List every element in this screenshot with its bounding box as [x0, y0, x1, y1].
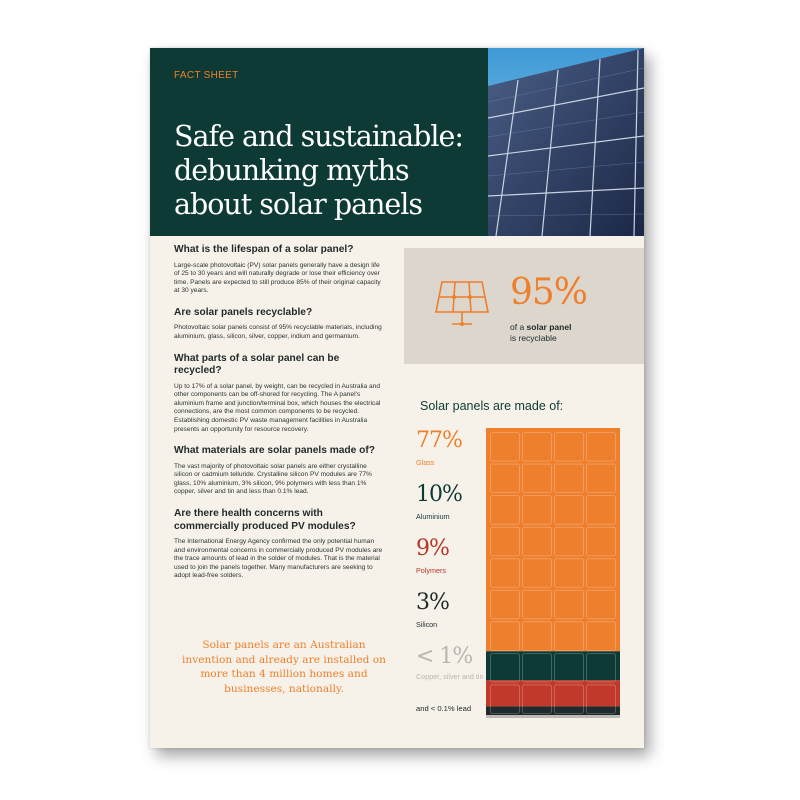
faq-question: Are solar panels recyclable?: [174, 306, 313, 318]
faq-section: What parts of a solar panel can be recyc…: [174, 353, 384, 435]
polymers-label: Polymers: [416, 566, 446, 575]
panel-segment-copper: [486, 715, 620, 718]
faq-question: What is the lifespan of a solar panel?: [174, 244, 354, 255]
panel-cell-grid: [490, 432, 616, 714]
copper-percent: < 1%: [416, 644, 473, 669]
panel-segment-glass: [486, 428, 620, 652]
faq-answer: Photovoltaic solar panels consist of 95%…: [174, 324, 382, 340]
faq-answer: Large-scale photovoltaic (PV) solar pane…: [174, 261, 381, 295]
solar-panel-icon: [435, 281, 489, 326]
glass-label: Glass: [416, 458, 435, 467]
panel-segment-aluminium: [486, 651, 620, 681]
silicon-percent: 3%: [416, 590, 450, 615]
panel-segment-polymers: [486, 680, 620, 707]
solar-panel-photo: [488, 48, 644, 236]
pull-quote: Solar panels are an Australian invention…: [182, 639, 386, 695]
recyclable-percent: 95%: [510, 272, 588, 313]
aluminium-label: Aluminium: [416, 512, 450, 521]
faq-answer: Up to 17% of a solar panel, by weight, c…: [174, 382, 381, 433]
aluminium-percent: 10%: [416, 482, 463, 507]
recyclable-stat-box: 95% of a solar panel is recyclable: [404, 248, 644, 364]
faq-question: What parts of a solar panel can be recyc…: [174, 352, 340, 377]
copper-label: Copper, silver and tin: [416, 672, 484, 681]
header-banner: FACT SHEET Safe and sustainable: debunki…: [150, 48, 644, 236]
fact-sheet: FACT SHEET Safe and sustainable: debunki…: [150, 48, 644, 748]
faq-question: What materials are solar panels made of?: [174, 445, 375, 457]
faq-section: Are solar panels recyclable? Photovoltai…: [174, 307, 384, 342]
composition-panel-graphic: [486, 428, 620, 718]
faq-column: What is the lifespan of a solar panel? L…: [174, 244, 384, 592]
faq-question: Are there health concerns with commercia…: [174, 508, 356, 532]
fact-sheet-label: FACT SHEET: [174, 70, 239, 81]
faq-section: Are there health concerns with commercia…: [174, 508, 384, 581]
composition-title: Solar panels are made of:: [420, 399, 564, 413]
silicon-label: Silicon: [416, 620, 438, 629]
faq-answer: The International Energy Agency confirme…: [174, 538, 383, 580]
faq-answer: The vast majority of photovoltaic solar …: [174, 462, 372, 496]
panel-segment-silicon: [486, 706, 620, 716]
page-title: Safe and sustainable: debunking myths ab…: [174, 120, 464, 221]
lead-note: and < 0.1% lead: [416, 704, 472, 713]
glass-percent: 77%: [416, 428, 463, 453]
faq-section: What materials are solar panels made of?…: [174, 445, 384, 497]
faq-section: What is the lifespan of a solar panel? L…: [174, 244, 384, 296]
polymers-percent: 9%: [416, 536, 450, 561]
recyclable-caption: of a solar panel is recyclable: [510, 322, 572, 343]
